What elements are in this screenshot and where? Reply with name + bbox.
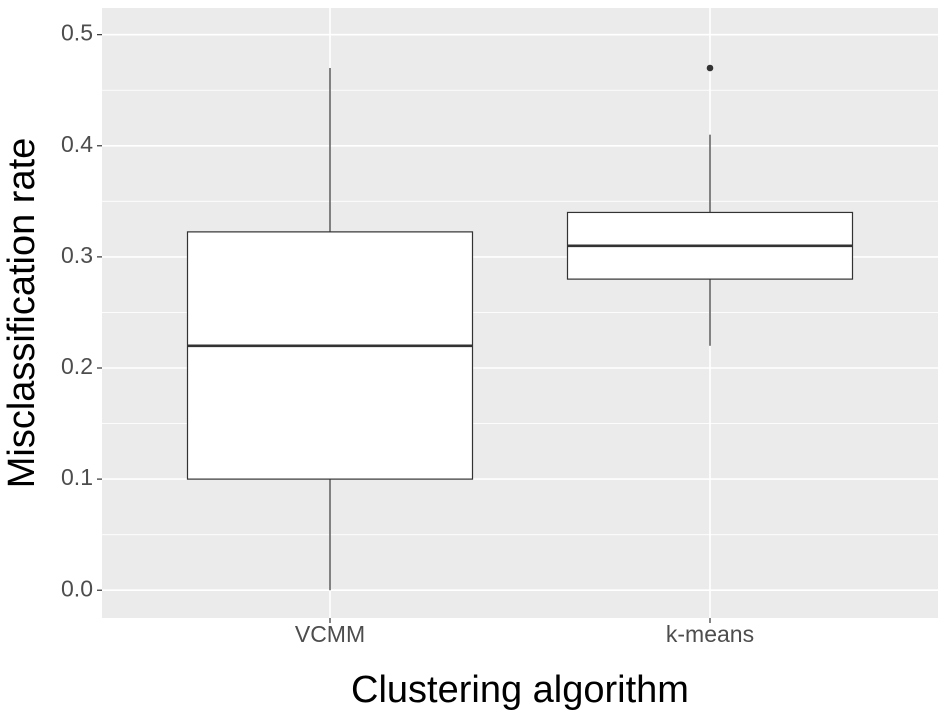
x-tick-label: VCMM	[295, 621, 365, 647]
box	[186, 231, 474, 480]
y-tick-label: 0.4	[61, 131, 93, 157]
x-axis-title: Clustering algorithm	[351, 669, 689, 711]
y-tick-label: 0.5	[61, 20, 93, 46]
x-tick-label: k-means	[666, 621, 754, 647]
y-tick-label: 0.2	[61, 353, 93, 379]
y-axis-title: Misclassification rate	[1, 138, 43, 489]
y-tick-label: 0.3	[61, 242, 93, 268]
outlier	[706, 64, 714, 72]
y-tick-label: 0.1	[61, 464, 93, 490]
y-tick-label: 0.0	[61, 575, 93, 601]
